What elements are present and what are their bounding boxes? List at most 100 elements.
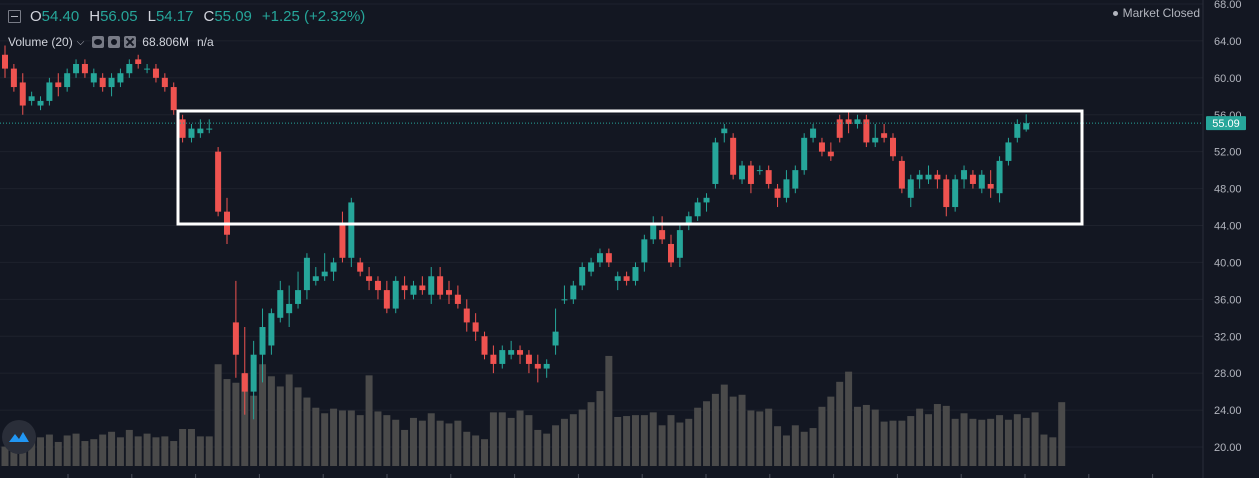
candle: [401, 276, 408, 300]
volume-bar: [10, 444, 18, 466]
candle: [37, 96, 44, 111]
price-tick-label: 60.00: [1214, 73, 1242, 85]
volume-bar: [791, 425, 799, 466]
candle: [588, 257, 595, 277]
volume-bar: [125, 429, 133, 466]
candle: [108, 73, 115, 97]
candle: [410, 280, 417, 300]
low-value: L54.17: [147, 7, 194, 25]
volume-label[interactable]: Volume (20): [8, 35, 73, 49]
gear-icon[interactable]: [108, 36, 121, 48]
volume-bar: [1040, 434, 1048, 466]
volume-bar: [321, 413, 329, 466]
volume-legend: Volume (20) ⌵ 68.806M n/a: [8, 32, 214, 52]
volume-bar: [161, 436, 169, 466]
volume-bar: [907, 416, 915, 466]
volume-bar: [81, 441, 89, 466]
candle: [117, 68, 124, 88]
eye-icon[interactable]: [92, 36, 105, 48]
candle: [161, 73, 168, 92]
chevron-down-icon[interactable]: ⌵: [76, 36, 85, 48]
candle: [730, 133, 737, 180]
candle: [943, 174, 950, 217]
candle: [126, 59, 133, 78]
volume-bar: [152, 437, 160, 466]
volume-bar: [63, 435, 71, 466]
volume-bar: [205, 436, 213, 466]
candle: [872, 123, 879, 148]
candle: [357, 257, 364, 277]
candle: [952, 174, 959, 212]
last-price-label: 55.09: [1206, 116, 1246, 131]
candle: [632, 262, 639, 286]
volume-bar: [223, 379, 231, 466]
candle: [1005, 137, 1012, 166]
candle: [934, 170, 941, 189]
volume-bar: [809, 428, 817, 466]
candle: [135, 54, 142, 69]
candle: [898, 156, 905, 194]
volume-bar: [703, 401, 711, 466]
candle: [534, 354, 541, 383]
candle: [827, 142, 834, 161]
price-tick-label: 44.00: [1214, 221, 1242, 233]
last-price-value: 55.09: [1212, 118, 1240, 130]
volume-bar: [987, 418, 995, 466]
volume-bar: [108, 431, 116, 466]
volume-bar: [765, 408, 773, 466]
price-tick-label: 64.00: [1214, 36, 1242, 48]
candle: [224, 197, 230, 244]
volume-bar: [463, 431, 471, 466]
candle: [543, 359, 550, 378]
volume-bar: [738, 394, 746, 466]
volume-bar: [294, 387, 302, 466]
volume-bar: [925, 414, 933, 466]
candle: [144, 63, 151, 74]
candle: [596, 248, 603, 268]
candle: [668, 234, 674, 268]
candle: [454, 285, 461, 309]
volume-bar: [1031, 412, 1039, 466]
volume-bar: [90, 439, 98, 466]
volume-bar: [1013, 414, 1021, 466]
volume-bar: [871, 409, 879, 466]
candle: [446, 280, 452, 304]
volume-bar: [303, 397, 311, 466]
collapse-toggle[interactable]: [8, 9, 21, 23]
volume-bar: [978, 419, 986, 466]
candle: [19, 73, 26, 115]
volume-bar: [409, 417, 417, 466]
volume-bar: [374, 411, 382, 466]
price-tick-label: 28.00: [1214, 368, 1242, 380]
candle: [845, 110, 852, 134]
volume-bars: [1, 355, 1066, 466]
volume-bar: [1058, 402, 1066, 466]
candle: [641, 234, 648, 272]
candle: [241, 327, 248, 415]
candle: [863, 114, 870, 148]
candle: [499, 345, 506, 369]
tradingview-logo-icon[interactable]: [2, 420, 36, 454]
volume-bar: [898, 420, 906, 466]
candlesticks: [2, 45, 1030, 420]
candle: [321, 253, 328, 281]
candle: [303, 253, 310, 300]
volume-bar: [676, 422, 684, 466]
candle: [552, 308, 559, 355]
volume-bar: [845, 371, 853, 466]
candle: [739, 160, 746, 184]
volume-bar: [232, 382, 240, 466]
volume-bar: [534, 429, 542, 466]
candle: [579, 262, 586, 291]
volume-ma-value: n/a: [197, 35, 214, 49]
close-icon[interactable]: [124, 36, 137, 48]
candle: [783, 170, 790, 203]
candle: [90, 68, 97, 88]
candle: [419, 276, 426, 295]
volume-bar: [960, 413, 968, 466]
candle: [428, 267, 435, 304]
candle: [437, 267, 444, 300]
volume-bar: [134, 436, 142, 466]
candle: [614, 271, 621, 291]
